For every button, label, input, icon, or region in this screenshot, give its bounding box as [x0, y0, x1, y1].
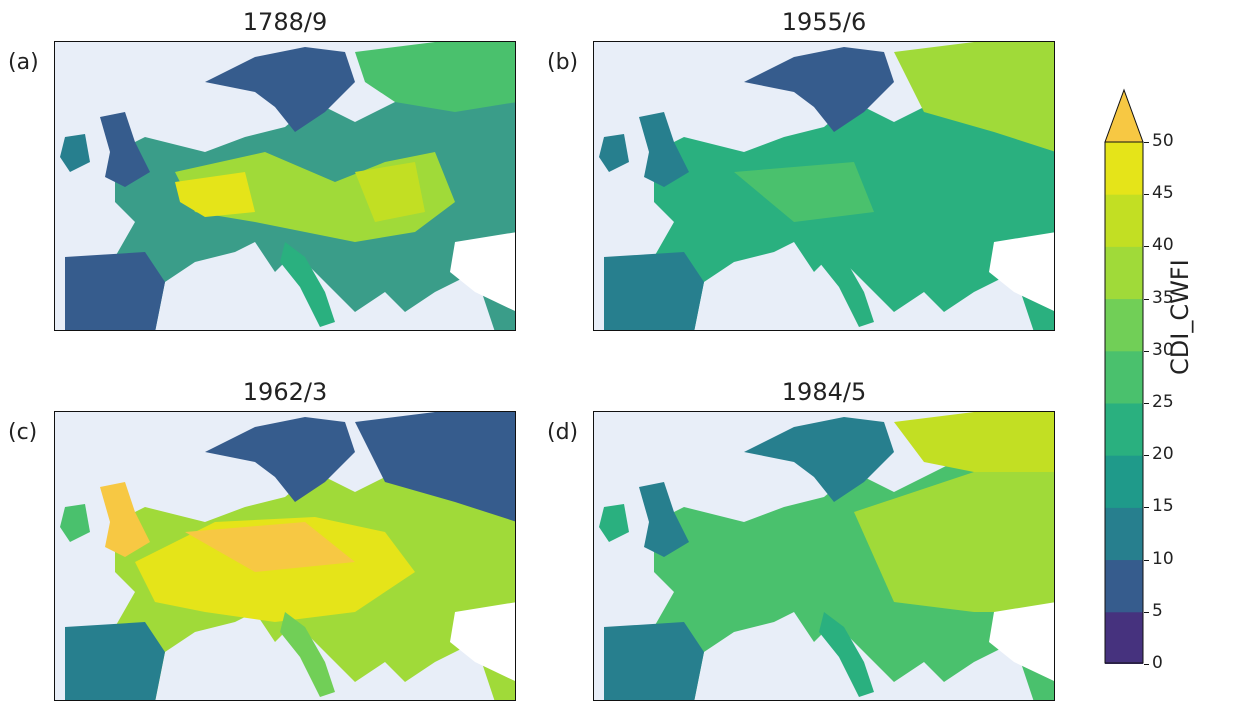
colorbar-tick-mark — [1144, 455, 1149, 457]
colorbar-tick-label: 50 — [1152, 131, 1174, 151]
panel-d-letter: (d) — [547, 420, 579, 445]
colorbar-tick-mark — [1144, 298, 1149, 300]
colorbar-band — [1105, 142, 1143, 195]
colorbar-band — [1105, 298, 1143, 352]
panel-a-letter: (a) — [8, 50, 39, 75]
colorbar-tick-mark — [1144, 611, 1149, 613]
colorbar-band — [1105, 194, 1143, 247]
colorbar-tick-label: 15 — [1152, 496, 1174, 517]
colorbar-band — [1105, 455, 1143, 508]
colorbar-tick-label: 5 — [1152, 600, 1163, 621]
colorbar-tick-label: 20 — [1152, 444, 1174, 465]
panel-a-title: 1788/9 — [242, 8, 328, 36]
panel-b-title: 1955/6 — [781, 8, 867, 36]
colorbar — [1104, 88, 1144, 664]
colorbar-tick-mark — [1144, 194, 1149, 196]
colorbar-tick-mark — [1144, 142, 1149, 143]
colorbar-tick-label: 10 — [1152, 548, 1174, 569]
colorbar-tick-label: 45 — [1152, 183, 1174, 204]
colorbar-band — [1105, 559, 1143, 613]
colorbar-tick-label: 0 — [1152, 653, 1163, 673]
colorbar-tick-mark — [1144, 403, 1149, 404]
map-panel-b — [593, 41, 1055, 331]
colorbar-tick-mark — [1144, 559, 1149, 561]
map-panel-a — [54, 41, 516, 331]
colorbar-tick-mark — [1144, 350, 1149, 352]
colorbar-band — [1105, 350, 1143, 404]
colorbar-tick-label: 35 — [1152, 287, 1174, 308]
panel-c-title: 1962/3 — [242, 378, 328, 406]
panel-d-title: 1984/5 — [781, 378, 867, 406]
colorbar-extend-triangle — [1104, 88, 1144, 143]
colorbar-band — [1105, 611, 1143, 664]
colorbar-tick-label: 40 — [1152, 235, 1174, 256]
colorbar-label: CDI_CWFI — [1166, 259, 1194, 375]
colorbar-tick-mark — [1144, 246, 1149, 248]
panel-c-letter: (c) — [8, 420, 38, 445]
colorbar-tick-label: 25 — [1152, 392, 1174, 412]
colorbar-band — [1105, 246, 1143, 300]
map-panel-d — [593, 411, 1055, 701]
colorbar-frame — [1104, 141, 1144, 664]
colorbar-band — [1105, 403, 1143, 456]
panel-b-letter: (b) — [547, 50, 579, 75]
colorbar-tick-label: 30 — [1152, 339, 1174, 360]
colorbar-band — [1105, 507, 1143, 561]
map-panel-c — [54, 411, 516, 701]
colorbar-tick-mark — [1144, 664, 1149, 665]
colorbar-tick-mark — [1144, 507, 1149, 509]
